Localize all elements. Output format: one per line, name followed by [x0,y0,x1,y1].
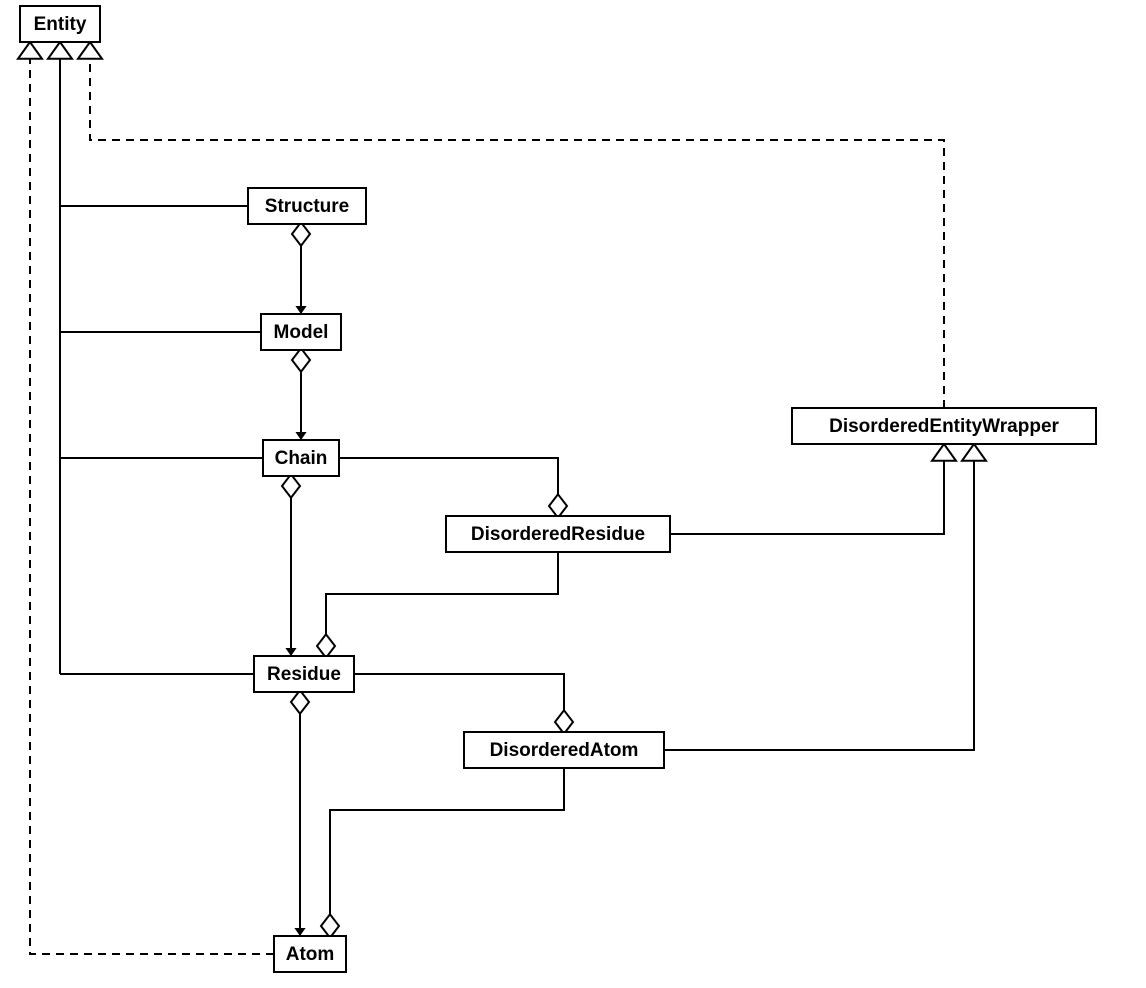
inheritance-arrow [48,42,72,59]
edge-dres-agg-residue-down [326,552,558,656]
node-label-atom: Atom [286,944,335,965]
node-dwrap: DisorderedEntityWrapper [792,408,1096,444]
node-model: Model [261,314,341,350]
nav-arrow [295,432,306,440]
inheritance-arrow [962,444,986,461]
node-chain: Chain [263,440,339,476]
inheritance-arrow [18,42,42,59]
edge-dres-agg-chain [339,458,558,516]
node-label-structure: Structure [265,196,349,217]
aggregation-diamond [317,634,335,657]
inheritance-arrow [932,444,956,461]
edge-datom-agg-atom-down [330,768,564,936]
edge-dres-inherit-dwrap [670,444,944,534]
node-datom: DisorderedAtom [464,732,664,768]
aggregation-diamond [549,494,567,517]
uml-diagram: Entity Structure Model Chain Residue Atom Diso… [0,0,1146,988]
node-label-model: Model [274,322,329,343]
edge-dwrap-to-entity-dashed [90,42,944,408]
node-structure: Structure [248,188,366,224]
aggregation-diamond [555,710,573,733]
aggregation-diamond [291,690,309,713]
node-label-dwrap: DisorderedEntityWrapper [829,416,1059,437]
nav-arrow [285,648,296,656]
edge-datom-inherit-dwrap [664,444,974,750]
aggregation-diamond [282,474,300,497]
node-label-chain: Chain [275,448,328,469]
node-label-dres: DisorderedResidue [471,524,645,545]
node-atom: Atom [274,936,346,972]
aggregation-diamond [292,222,310,245]
aggregation-diamond [292,348,310,371]
nav-arrow [294,928,305,936]
node-label-residue: Residue [267,664,341,685]
edge-datom-agg-residue [354,674,564,732]
edge-atom-to-entity-dashed [30,42,274,954]
node-label-entity: Entity [34,14,87,35]
inheritance-arrow [78,42,102,59]
node-residue: Residue [254,656,354,692]
node-label-datom: DisorderedAtom [490,740,639,761]
node-dres: DisorderedResidue [446,516,670,552]
node-entity: Entity [20,6,100,42]
nav-arrow [295,306,306,314]
aggregation-diamond [321,914,339,937]
